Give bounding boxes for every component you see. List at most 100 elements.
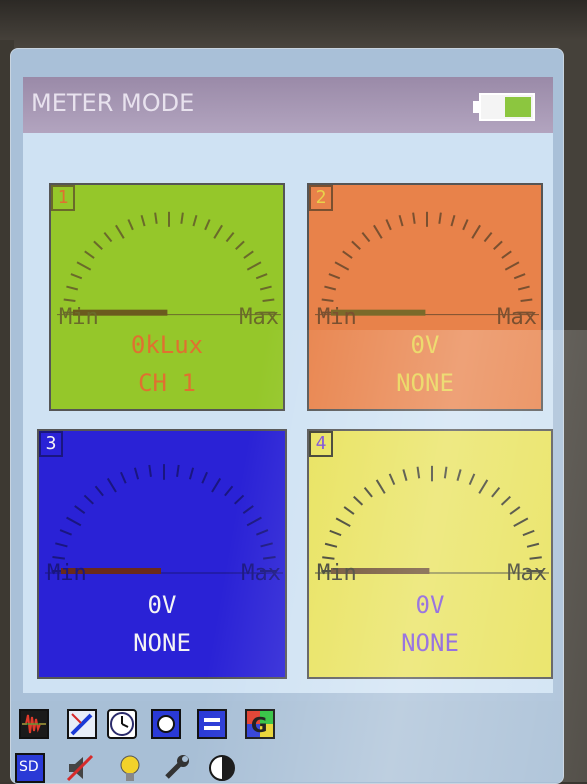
meter-value-3: 0V [147, 591, 177, 619]
meter-max-label-4: Max [507, 561, 547, 586]
lightbulb-icon[interactable] [115, 753, 145, 783]
sd-card-icon[interactable]: SD [15, 753, 45, 783]
meter-min-label-3: Min [47, 561, 87, 586]
equal-icon[interactable] [197, 709, 227, 739]
gauge-tick [140, 214, 146, 227]
gauge-tick [529, 556, 542, 560]
gauge-dial-3 [45, 464, 283, 574]
gauge-tick [438, 212, 442, 224]
gauge-tick [201, 471, 208, 484]
gauge-tick [213, 224, 223, 239]
gauge-tick [322, 556, 335, 560]
gauge-tick [176, 464, 180, 477]
gauge-tick [351, 240, 361, 250]
title-bar: METER MODE [23, 77, 553, 133]
battery-nub [473, 101, 479, 113]
gauge-tick [70, 273, 83, 280]
gauge-tick [456, 469, 462, 481]
page-title: METER MODE [31, 89, 195, 117]
clock-icon[interactable] [107, 709, 137, 739]
gauge-tick [256, 529, 269, 536]
gauge-tick [462, 219, 469, 231]
gauge-tick [334, 261, 350, 271]
meter-number-4: 4 [309, 431, 333, 457]
gauge-tick [520, 298, 533, 302]
meter-panel-3[interactable]: 3 Min Max 0V NONE [37, 429, 287, 679]
gauge-needle [331, 568, 430, 574]
meter-panel-1[interactable]: 1 Min Max 0kLux CH 1 [49, 183, 285, 411]
gauge-tick [225, 232, 235, 243]
gauge-tick [513, 273, 526, 280]
device-screen: METER MODE 1 Min Max 0kLux CH 1 2 Min Ma… [10, 48, 564, 784]
gauge-tick [52, 556, 65, 560]
gauge-tick [83, 494, 94, 505]
gauge-tick [211, 477, 222, 493]
gauge-tick [526, 542, 540, 548]
gauge-tick [94, 485, 104, 497]
bottom-toolbar: G SD [11, 701, 563, 783]
meter-number-2: 2 [309, 185, 333, 211]
gauge-tick [335, 517, 351, 528]
gauge-dial-4 [315, 465, 549, 574]
g-icon[interactable]: G [245, 709, 275, 739]
meter-channel-3: NONE [133, 629, 191, 657]
meter-panel-2[interactable]: 2 Min Max 0V NONE [307, 183, 543, 411]
gauge-tick [63, 298, 76, 302]
meter-grid: 1 Min Max 0kLux CH 1 2 Min Max 0V NONE 3… [23, 133, 553, 693]
gauge-tick [402, 469, 408, 481]
svg-text:G: G [251, 713, 267, 737]
gauge-tick [471, 224, 481, 239]
gauge-tick [513, 517, 529, 528]
device-bezel-right [560, 40, 587, 782]
gauge-tick [509, 506, 521, 515]
meter-value-1: 0kLux [130, 331, 204, 359]
meter-value-2: 0V [410, 331, 440, 359]
probe-icon[interactable] [67, 709, 97, 739]
battery-level [505, 97, 531, 117]
gauge-tick [180, 212, 184, 224]
device-bezel-top [0, 0, 587, 48]
waveform-icon[interactable] [19, 709, 49, 739]
gauge-dial-2 [315, 211, 539, 316]
meter-panel-4[interactable]: 4 Min Max 0V NONE [307, 429, 553, 679]
gauge-tick [504, 261, 520, 271]
gauge-tick [361, 232, 371, 243]
gauge-tick [188, 467, 195, 480]
gauge-tick [343, 506, 355, 515]
speaker-icon[interactable] [65, 753, 95, 783]
gauge-tick [501, 250, 512, 259]
contrast-icon[interactable] [207, 753, 237, 783]
meter-max-label-2: Max [497, 305, 537, 330]
gauge-tick [321, 298, 334, 302]
gauge-tick [493, 240, 503, 250]
meter-channel-4: NONE [401, 629, 459, 657]
gauge-tick [120, 471, 127, 484]
gauge-tick [106, 477, 117, 493]
battery-icon [473, 93, 535, 121]
gauge-tick [93, 240, 103, 250]
sd-card-label: SD [19, 759, 39, 775]
gauge-tick [324, 542, 338, 548]
gauge-tick [224, 485, 234, 497]
gauge-tick [262, 298, 275, 302]
gauge-tick [66, 285, 79, 291]
gauge-tick [246, 516, 262, 527]
gauge-needle [61, 568, 161, 574]
gauge-tick [246, 261, 262, 271]
record-icon[interactable] [151, 709, 181, 739]
gauge-tick [192, 214, 198, 227]
wrench-icon[interactable] [161, 753, 191, 783]
gauge-tick [115, 224, 125, 239]
gauge-tick [255, 273, 268, 280]
gauge-tick [443, 466, 448, 479]
gauge-tick [468, 473, 476, 486]
gauge-needle [73, 309, 168, 316]
meter-max-label-3: Max [241, 561, 281, 586]
gauge-tick [483, 232, 493, 243]
gauge-tick [517, 285, 530, 291]
gauge-tick [148, 464, 152, 477]
gauge-tick [234, 494, 245, 505]
gauge-tick [329, 529, 342, 537]
gauge-tick [242, 505, 254, 514]
gauge-tick [259, 285, 272, 291]
